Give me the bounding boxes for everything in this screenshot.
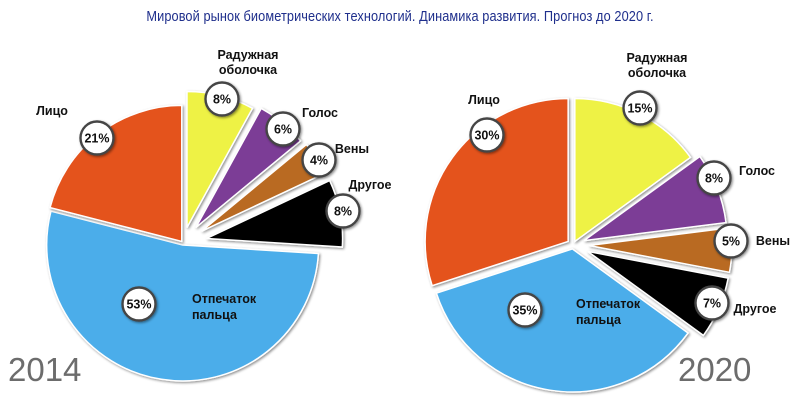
chart-title: Мировой рынок биометрических технологий.…	[146, 9, 654, 25]
value-badge-circle	[79, 120, 115, 156]
category-label-2014-6: Лицо	[36, 104, 68, 118]
category-label-2020-4: Другое	[734, 302, 777, 316]
value-badge-circle	[713, 223, 749, 259]
category-label-2020-5: Отпечаток пальца	[576, 297, 641, 327]
pie-chart-2020: 15% 8% 5% 7% 35% 30% Радужная оболочка Голос Вены…	[424, 51, 790, 393]
category-label-2020-2: Голос	[739, 164, 775, 178]
value-badge-circle	[469, 117, 505, 153]
value-badge-2014-5: 53%	[121, 286, 157, 322]
value-label: 15%	[627, 102, 652, 116]
value-badge-circle	[121, 286, 157, 322]
category-label-2014-3: Вены	[335, 142, 369, 156]
value-badge-2020-5: 35%	[507, 292, 543, 328]
year-label-2014: 2014	[8, 351, 81, 388]
value-badge-circle	[696, 160, 732, 196]
value-label: 8%	[334, 205, 352, 219]
category-label-2014-5: Отпечаток пальца	[192, 292, 257, 322]
value-badge-circle	[301, 142, 337, 178]
value-label: 53%	[126, 298, 151, 312]
value-badge-2014-1: 8%	[204, 81, 240, 117]
value-label: 8%	[213, 93, 231, 107]
value-badge-2020-3: 5%	[713, 223, 749, 259]
pie-slice-2020-6	[424, 97, 569, 287]
value-badge-circle	[325, 193, 361, 229]
value-badge-circle	[622, 90, 658, 126]
value-badge-circle	[507, 292, 543, 328]
value-badge-circle	[204, 81, 240, 117]
value-badge-2020-2: 8%	[696, 160, 732, 196]
category-label-2014-4: Другое	[349, 178, 392, 192]
category-label-2020-3: Вены	[756, 234, 790, 248]
value-badge-2014-3: 4%	[301, 142, 337, 178]
value-label: 4%	[310, 154, 328, 168]
value-label: 30%	[474, 129, 499, 143]
value-label: 8%	[705, 172, 723, 186]
year-label-2020: 2020	[678, 351, 751, 388]
value-label: 7%	[703, 297, 721, 311]
category-label-2020-1: Радужная оболочка	[627, 51, 688, 80]
pie-chart-2014: 8% 6% 4% 8% 53% 21% Радужная оболочка Голос Вены Д…	[36, 48, 392, 382]
value-badge-2020-4: 7%	[694, 285, 730, 321]
category-label-2014-1: Радужная оболочка	[218, 48, 279, 77]
category-label-2014-2: Голос	[302, 106, 338, 120]
value-badge-circle	[265, 111, 301, 147]
pie-slice-2014-5	[46, 210, 320, 382]
value-label: 35%	[512, 304, 537, 318]
value-label: 6%	[274, 123, 292, 137]
value-label: 21%	[84, 132, 109, 146]
value-badge-2014-2: 6%	[265, 111, 301, 147]
value-badge-2020-1: 15%	[622, 90, 658, 126]
category-label-2020-6: Лицо	[468, 93, 500, 107]
pie-slice-2020-5	[435, 248, 690, 393]
value-badge-2020-6: 30%	[469, 117, 505, 153]
value-label: 5%	[722, 235, 740, 249]
value-badge-2014-4: 8%	[325, 193, 361, 229]
value-badge-2014-6: 21%	[79, 120, 115, 156]
value-badge-circle	[694, 285, 730, 321]
